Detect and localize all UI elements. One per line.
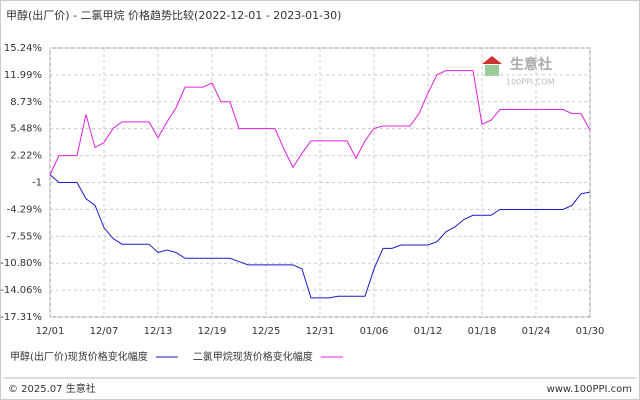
x-tick-label: 12/25 (252, 326, 281, 337)
series-line (49, 70, 591, 175)
logo-roof (482, 56, 502, 64)
y-tick-label: 11.99% (4, 70, 42, 81)
y-tick-label: -1 (32, 178, 42, 189)
watermark-site: 100PPI.COM (506, 78, 555, 87)
y-tick-label: -10.80% (0, 258, 42, 269)
legend-label: 二氯甲烷现货价格变化幅度 (193, 350, 313, 363)
y-tick-label: -4.29% (7, 204, 42, 215)
x-tick-label: 01/18 (468, 326, 497, 337)
footer-left: © 2025.07 生意社 (8, 382, 96, 395)
y-tick-label: 2.22% (10, 151, 42, 162)
x-tick-label: 12/13 (144, 326, 173, 337)
chart-title: 甲醇(出厂价) - 二氯甲烷 价格趋势比较(2022-12-01 - 2023-… (6, 8, 341, 22)
x-tick-label: 12/19 (198, 326, 227, 337)
watermark-name: 生意社 (510, 56, 552, 73)
y-tick-label: 8.73% (10, 97, 42, 108)
x-tick-label: 12/07 (90, 326, 119, 337)
x-tick-label: 01/24 (522, 326, 551, 337)
series-line (49, 174, 591, 299)
footer-right: www.100PPI.com (547, 384, 632, 395)
y-tick-label: -7.55% (7, 231, 42, 242)
y-tick-label: 5.48% (10, 124, 42, 135)
y-tick-label: -14.06% (0, 285, 42, 296)
y-tick-label: 15.24% (4, 43, 42, 54)
x-tick-label: 01/12 (414, 326, 443, 337)
x-tick-label: 01/30 (576, 326, 605, 337)
watermark: 生意社 100PPI.COM (482, 56, 555, 87)
x-tick-label: 12/31 (306, 326, 335, 337)
logo-block (485, 65, 499, 76)
y-tick-label: -17.31% (0, 312, 42, 323)
x-tick-label: 12/01 (36, 326, 65, 337)
legend-label: 甲醇(出厂价)现货价格变化幅度 (10, 350, 148, 363)
x-tick-label: 01/06 (360, 326, 389, 337)
